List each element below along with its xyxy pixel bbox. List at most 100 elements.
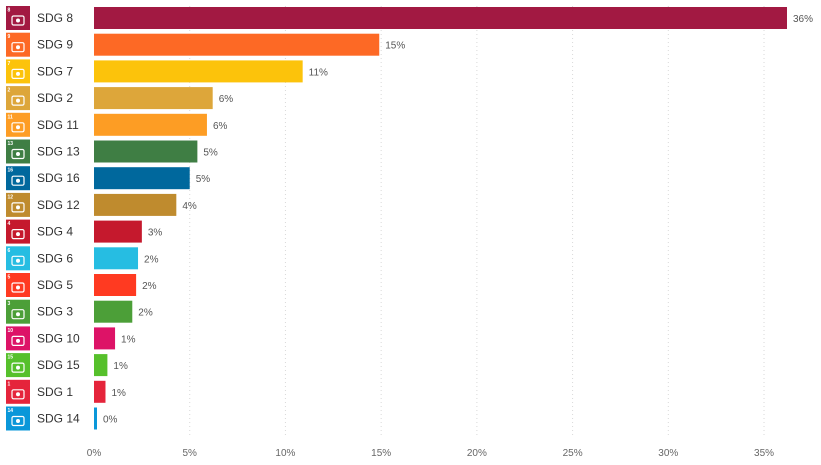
icon-number: 15	[8, 355, 14, 361]
icon-number: 8	[8, 8, 11, 14]
icon-tile	[6, 112, 30, 137]
icon-number: 6	[8, 248, 11, 254]
sdg-12-consumption-icon: 12	[6, 192, 30, 217]
icon-tile	[6, 166, 30, 191]
sdg-3-health-icon: 3	[6, 299, 30, 324]
x-tick-label: 20%	[467, 448, 487, 459]
bar[interactable]	[94, 380, 106, 403]
category-label: SDG 12	[37, 198, 80, 212]
icon-tile	[6, 406, 30, 431]
icon-glyph	[11, 202, 25, 213]
icon-glyph-dot	[16, 45, 20, 50]
icon-number: 1	[8, 381, 11, 387]
sdg-4-education-icon: 4	[6, 219, 30, 244]
icon-glyph	[11, 175, 25, 186]
icon-glyph-dot	[16, 312, 20, 317]
icon-tile	[6, 32, 30, 57]
category-label: SDG 6	[37, 251, 73, 265]
bar[interactable]	[94, 193, 177, 216]
icon-glyph	[11, 42, 25, 53]
x-tick-label: 5%	[182, 448, 197, 459]
bar[interactable]	[94, 407, 97, 430]
icon-glyph-dot	[16, 152, 20, 156]
icon-number: 16	[8, 168, 14, 174]
sdg-5-gender-icon: 5	[6, 273, 30, 297]
bar[interactable]	[94, 7, 787, 29]
icon-glyph	[11, 122, 25, 133]
icon-glyph	[11, 255, 25, 266]
bar[interactable]	[94, 113, 207, 136]
icon-number: 13	[8, 141, 14, 147]
bar[interactable]	[94, 247, 139, 270]
x-tick-label: 30%	[658, 448, 678, 459]
data-label: 5%	[203, 148, 218, 159]
sdg-15-life-on-land-icon: 15	[6, 353, 30, 378]
bar[interactable]	[94, 167, 190, 190]
icon-tile	[6, 86, 30, 111]
bar[interactable]	[94, 60, 303, 83]
data-label: 6%	[219, 94, 234, 105]
category-label: SDG 3	[37, 305, 73, 319]
icon-glyph	[11, 15, 25, 26]
category-label: SDG 14	[37, 412, 80, 426]
x-tick-label: 25%	[563, 448, 583, 459]
icon-number: 10	[8, 328, 14, 334]
data-label: 2%	[144, 254, 159, 265]
icon-glyph-dot	[16, 71, 20, 76]
category-label: SDG 11	[37, 118, 79, 132]
icon-tile	[6, 192, 30, 217]
sdg-14-life-below-water-icon: 14	[6, 406, 30, 431]
sdg-8-decent-work-icon: 8	[6, 6, 30, 30]
icon-tile	[6, 219, 30, 244]
icon-number: 9	[8, 34, 11, 40]
bar[interactable]	[94, 33, 380, 56]
icon-glyph-dot	[16, 125, 20, 130]
data-label: 6%	[213, 121, 228, 132]
data-label: 1%	[111, 388, 126, 399]
sdg-16-peace-icon: 16	[6, 166, 30, 191]
bar[interactable]	[94, 87, 213, 110]
sdg-10-inequalities-icon: 10	[6, 326, 30, 351]
bar[interactable]	[94, 140, 198, 163]
icon-glyph-dot	[16, 365, 20, 370]
icon-glyph	[11, 309, 25, 320]
bar[interactable]	[94, 300, 133, 323]
data-label: 2%	[142, 281, 157, 292]
category-label: SDG 13	[37, 145, 80, 159]
icon-tile	[6, 353, 30, 378]
icon-number: 5	[8, 275, 11, 281]
icon-glyph-dot	[16, 258, 20, 263]
bar[interactable]	[94, 327, 116, 350]
icon-glyph-dot	[16, 232, 20, 237]
icon-number: 14	[8, 408, 14, 414]
category-label: SDG 2	[37, 91, 73, 105]
bar[interactable]	[94, 354, 108, 377]
category-label: SDG 16	[37, 171, 80, 185]
sdg-13-climate-icon: 13	[6, 139, 30, 164]
sdg-7-energy-icon: 7	[6, 59, 30, 84]
icon-tile	[6, 139, 30, 164]
icon-glyph	[11, 282, 25, 293]
x-tick-label: 10%	[275, 448, 295, 459]
icon-tile	[6, 379, 30, 404]
sdg-6-water-icon: 6	[6, 246, 30, 271]
category-label: SDG 1	[37, 385, 73, 399]
category-label: SDG 7	[37, 64, 73, 78]
icon-glyph	[11, 415, 25, 427]
icon-glyph	[11, 229, 25, 240]
icon-tile	[6, 326, 30, 351]
category-label: SDG 8	[37, 11, 73, 25]
icon-tile	[6, 273, 30, 297]
icon-glyph-dot	[16, 419, 20, 423]
bar[interactable]	[94, 274, 137, 296]
icon-tile	[6, 59, 30, 84]
x-tick-label: 15%	[371, 448, 391, 459]
x-tick-label: 35%	[754, 448, 774, 459]
data-label: 11%	[309, 67, 328, 78]
category-label: SDG 10	[37, 331, 80, 345]
icon-number: 3	[8, 301, 11, 307]
x-tick-label: 0%	[87, 448, 102, 459]
icon-glyph-dot	[16, 338, 20, 343]
bar[interactable]	[94, 220, 142, 243]
